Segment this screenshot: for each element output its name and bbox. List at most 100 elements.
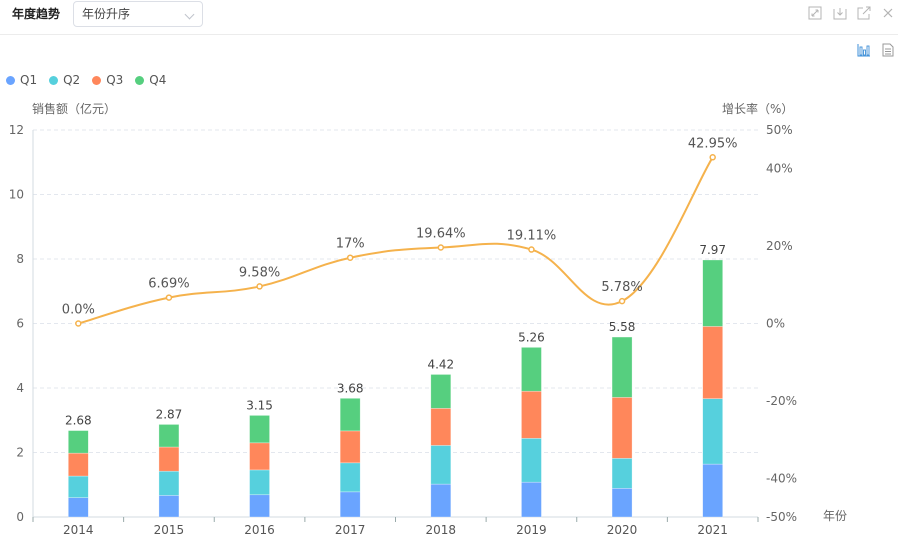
x-tick-label: 2015 (154, 523, 185, 537)
bar-segment-q2-2018 (430, 445, 452, 485)
growth-rate-point (528, 246, 535, 253)
bar-segment-q1-2018 (430, 483, 452, 518)
y2-tick-label: 40% (766, 162, 793, 176)
y-tick-label: 10 (9, 188, 24, 202)
y-tick-label: 12 (9, 123, 24, 137)
growth-rate-label: 0.0% (62, 303, 95, 318)
legend-dot-q3 (92, 75, 102, 85)
bar-segment-q2-2014 (68, 475, 89, 498)
growth-rate-point (618, 297, 626, 305)
bar-total-label: 5.58 (609, 320, 636, 334)
y-tick-label: 2 (16, 446, 24, 460)
bar-segment-q3-2020 (611, 397, 633, 459)
bar-segment-q2-2020 (611, 458, 633, 489)
legend-label-q4: Q4 (149, 73, 167, 87)
growth-rate-label: 17% (336, 237, 365, 252)
bar-segment-q4-2014 (68, 430, 89, 454)
growth-rate-point (437, 244, 445, 251)
legend-item-q3[interactable]: Q3 (92, 73, 123, 87)
legend-dot-q2 (49, 75, 59, 85)
sort-select[interactable]: 年份升序 (73, 1, 203, 27)
bar-segment-q3-2019 (521, 390, 542, 439)
growth-rate-point (256, 283, 263, 290)
bar-segment-q3-2021 (702, 326, 723, 399)
growth-rate-label: 5.78% (601, 280, 642, 295)
legend-label-q3: Q3 (106, 73, 124, 87)
growth-rate-point (346, 254, 354, 261)
y2-tick-label: 20% (766, 239, 793, 253)
legend-item-q1[interactable]: Q1 (6, 73, 37, 87)
x-tick-label: 2017 (335, 523, 366, 537)
growth-rate-point (709, 154, 716, 161)
bar-total-label: 3.15 (246, 398, 273, 412)
y2-tick-label: -20% (766, 394, 797, 408)
y2-tick-label: 0% (766, 317, 785, 331)
bar-segment-q1-2015 (158, 495, 180, 518)
chevron-down-icon (184, 9, 195, 20)
bar-segment-q1-2020 (611, 487, 633, 518)
bar-segment-q3-2017 (339, 430, 361, 464)
bar-segment-q1-2019 (521, 481, 542, 518)
bar-total-label: 7.97 (699, 243, 726, 257)
growth-rate-line (78, 156, 714, 325)
y-tick-label: 8 (16, 252, 24, 266)
bar-segment-q4-2020 (611, 336, 633, 398)
growth-rate-label: 19.64% (416, 226, 466, 241)
legend-item-q2[interactable]: Q2 (49, 73, 80, 87)
chart-legend: Q1 Q2 Q3 Q4 (6, 73, 166, 87)
growth-rate-label: 19.11% (507, 229, 557, 244)
bar-segment-q3-2015 (158, 446, 180, 472)
growth-rate-point (75, 320, 82, 327)
bar-total-label: 2.87 (156, 407, 183, 421)
panel-header: 年度趋势 年份升序 (0, 0, 898, 35)
y2-tick-label: -50% (766, 510, 797, 524)
legend-label-q2: Q2 (63, 73, 81, 87)
legend-item-q4[interactable]: Q4 (135, 73, 166, 87)
growth-rate-label: 6.69% (148, 277, 189, 292)
legend-dot-q1 (6, 75, 15, 85)
x-tick-label: 2014 (63, 523, 94, 537)
x-tick-label: 2020 (607, 523, 638, 537)
document-icon[interactable] (881, 43, 895, 57)
bar-segment-q4-2018 (430, 374, 452, 409)
x-tick-label: 2018 (426, 523, 457, 537)
close-icon[interactable] (881, 6, 895, 20)
bar-segment-q1-2014 (68, 497, 89, 518)
panel-title: 年度趋势 (12, 7, 61, 21)
bar-segment-q4-2021 (702, 259, 723, 327)
sort-select-value: 年份升序 (82, 7, 131, 21)
legend-label-q1: Q1 (20, 73, 38, 87)
bar-segment-q1-2021 (702, 463, 723, 518)
x-axis-title: 年份 (823, 509, 848, 523)
bar-segment-q4-2017 (339, 398, 361, 432)
legend-dot-q4 (135, 75, 145, 85)
bar-segment-q4-2019 (521, 347, 542, 392)
fullscreen-icon[interactable] (808, 6, 822, 20)
download-icon[interactable] (833, 6, 847, 20)
open-external-icon[interactable] (857, 6, 871, 20)
growth-rate-label: 42.95% (688, 136, 738, 151)
bar-segment-q2-2016 (249, 469, 270, 496)
y2-tick-label: -40% (766, 471, 797, 485)
bar-segment-q1-2017 (339, 491, 361, 518)
y-axis-title: 销售额（亿元） (32, 102, 117, 116)
bar-segment-q4-2015 (158, 424, 180, 448)
x-tick-label: 2021 (697, 523, 728, 537)
bar-segment-q2-2019 (521, 438, 542, 483)
bar-segment-q2-2015 (158, 470, 180, 496)
bar-total-label: 4.42 (427, 357, 454, 371)
bar-segment-q4-2016 (249, 415, 270, 444)
bar-total-label: 3.68 (337, 381, 364, 395)
bar-segment-q1-2016 (249, 494, 270, 518)
y-tick-label: 4 (16, 381, 24, 395)
bar-segment-q2-2017 (339, 462, 361, 493)
bar-total-label: 5.26 (518, 330, 545, 344)
y2-tick-label: 50% (766, 123, 793, 137)
bar-segment-q3-2016 (249, 442, 270, 471)
y-tick-label: 0 (16, 510, 24, 524)
bar-segment-q2-2021 (702, 398, 723, 465)
y-tick-label: 6 (16, 317, 24, 331)
x-tick-label: 2019 (516, 523, 547, 537)
x-tick-label: 2016 (244, 523, 275, 537)
bar-chart-icon[interactable] (857, 43, 871, 57)
